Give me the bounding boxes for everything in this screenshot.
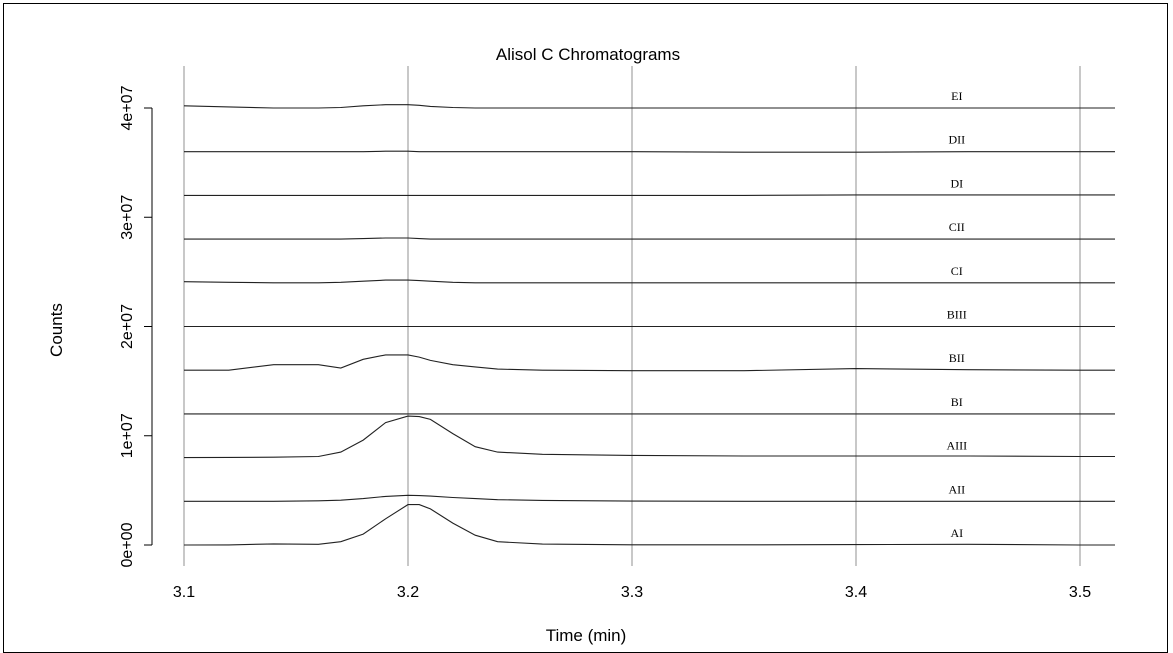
x-axis-label: Time (min) (546, 626, 627, 645)
trace-label-AII: AII (948, 482, 965, 496)
trace-EI (183, 104, 1115, 109)
trace-label-AIII: AIII (946, 439, 967, 453)
trace-DI (184, 194, 1115, 196)
trace-label-BI: BI (951, 395, 963, 409)
chart-title: Alisol C Chromatograms (496, 45, 680, 64)
x-tick-label-3: 3.4 (845, 584, 867, 601)
trace-AI (183, 504, 1115, 546)
x-tick-label-2: 3.3 (621, 584, 643, 601)
trace-CI (183, 279, 1115, 284)
trace-DII (184, 150, 1115, 153)
trace-AII (184, 494, 1115, 502)
trace-BII (184, 354, 1115, 372)
trace-label-CI: CI (951, 264, 963, 278)
x-tick-label-4: 3.5 (1069, 584, 1091, 601)
traces (183, 104, 1115, 546)
trace-label-AI: AI (950, 526, 963, 540)
trace-label-EI: EI (951, 89, 962, 103)
chromatogram-chart: Alisol C Chromatograms AI AII AIII BI BII BII… (47, 45, 1115, 645)
trace-label-CII: CII (949, 220, 965, 234)
gridlines (183, 66, 1081, 566)
y-tick-label-0: 0e+00 (119, 522, 136, 567)
y-tick-label-1: 1e+07 (119, 413, 136, 458)
trace-label-DI: DI (950, 176, 963, 190)
trace-labels: AI AII AIII BI BII BIII CI CII DI DII EI (946, 89, 967, 540)
trace-label-DII: DII (948, 133, 965, 147)
trace-label-BIII: BIII (947, 308, 967, 322)
trace-CII (184, 237, 1115, 240)
y-tick-label-3: 3e+07 (119, 195, 136, 240)
y-tick-label-2: 2e+07 (119, 304, 136, 349)
trace-AIII (183, 415, 1115, 459)
y-axis-label: Counts (47, 303, 66, 357)
x-tick-label-0: 3.1 (173, 584, 195, 601)
x-tick-label-1: 3.2 (397, 584, 419, 601)
trace-label-BII: BII (949, 351, 965, 365)
y-axis: 0e+00 1e+07 2e+07 3e+07 4e+07 (119, 85, 153, 567)
y-tick-label-4: 4e+07 (119, 85, 136, 130)
chart-frame: Alisol C Chromatograms AI AII AIII BI BII BII… (3, 3, 1168, 653)
x-axis: 3.1 3.2 3.3 3.4 3.5 (173, 584, 1091, 601)
